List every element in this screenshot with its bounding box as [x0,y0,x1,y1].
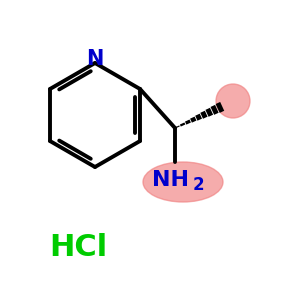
Circle shape [216,84,250,118]
Text: 2: 2 [192,176,204,194]
Text: HCl: HCl [49,233,107,262]
Text: N: N [86,49,104,69]
Text: NH: NH [152,170,188,190]
Ellipse shape [143,162,223,202]
